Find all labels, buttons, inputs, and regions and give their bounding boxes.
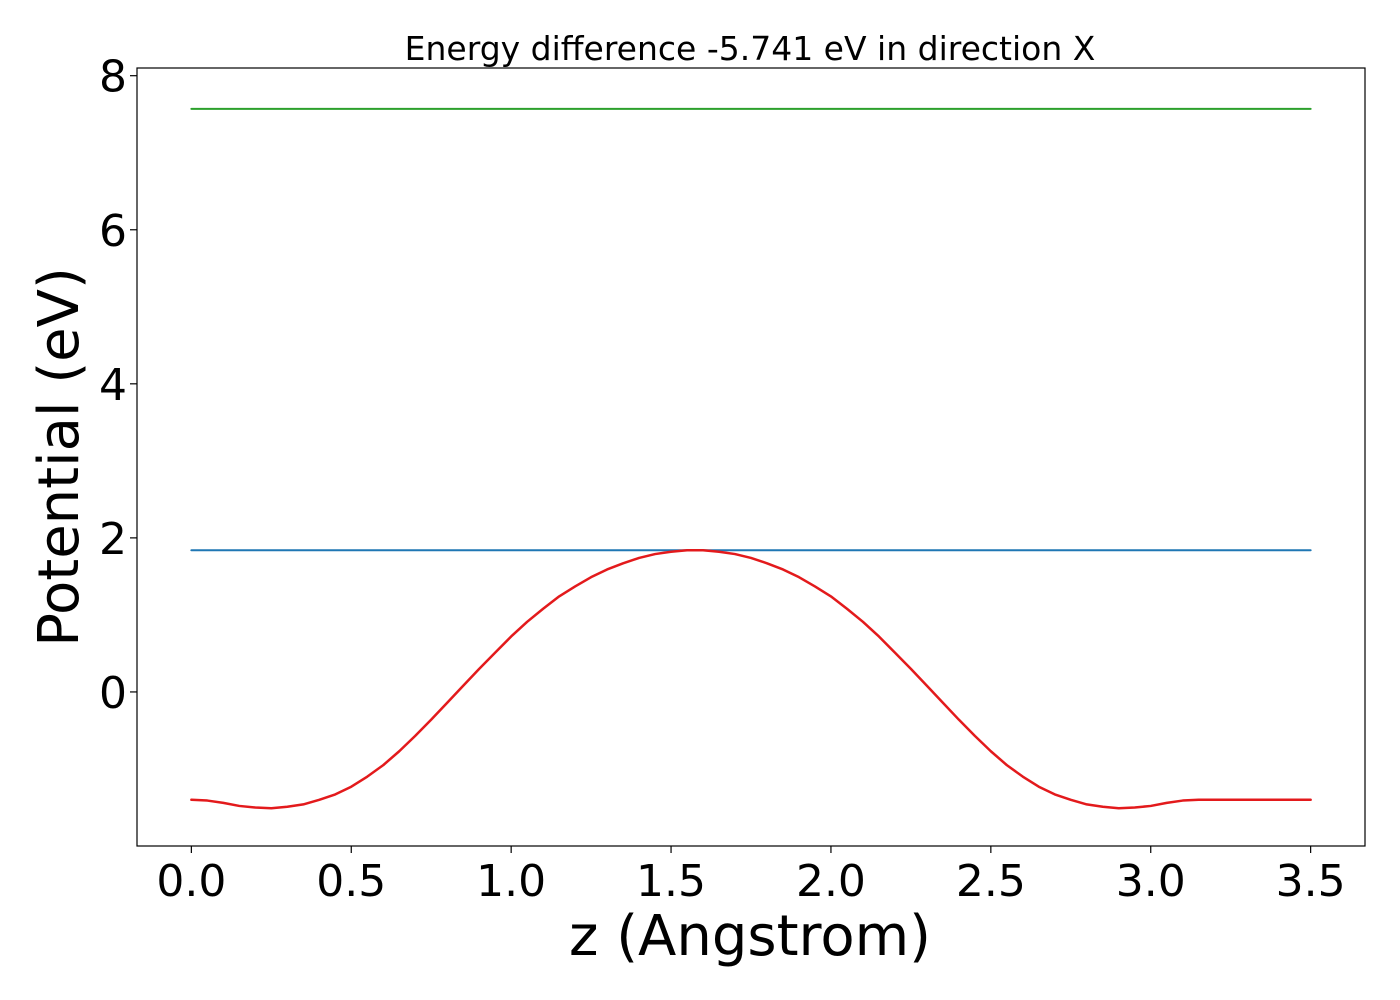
chart-title: Energy difference -5.741 eV in direction…: [405, 29, 1096, 68]
x-tick-label: 3.5: [1276, 856, 1346, 907]
x-tick-label: 2.5: [956, 856, 1026, 907]
series-layer: [190, 107, 1312, 810]
x-tick-label: 1.0: [476, 856, 546, 907]
plot-area: [136, 67, 1366, 847]
x-axis-title: z (Angstrom): [569, 904, 931, 969]
y-axis-title: Potential (eV): [27, 267, 92, 647]
axes-frame: [136, 67, 1366, 847]
x-tick-label: 3.0: [1116, 856, 1186, 907]
x-tick-label: 0.0: [156, 856, 226, 907]
y-tick-label: 0: [99, 668, 127, 719]
x-tick-label: 0.5: [316, 856, 386, 907]
x-axis: 0.0 0.5 1.0 1.5 2.0 2.5 3.0 3.5: [156, 846, 1346, 907]
y-axis: 0 2 4 6 8: [99, 52, 137, 719]
y-tick-label: 6: [99, 206, 127, 257]
x-tick-label: 2.0: [796, 856, 866, 907]
y-tick-label: 8: [99, 52, 127, 103]
red-series-line: [190, 548, 1312, 810]
y-tick-label: 4: [99, 360, 127, 411]
x-tick-label: 1.5: [636, 856, 706, 907]
y-tick-label: 2: [99, 514, 127, 565]
